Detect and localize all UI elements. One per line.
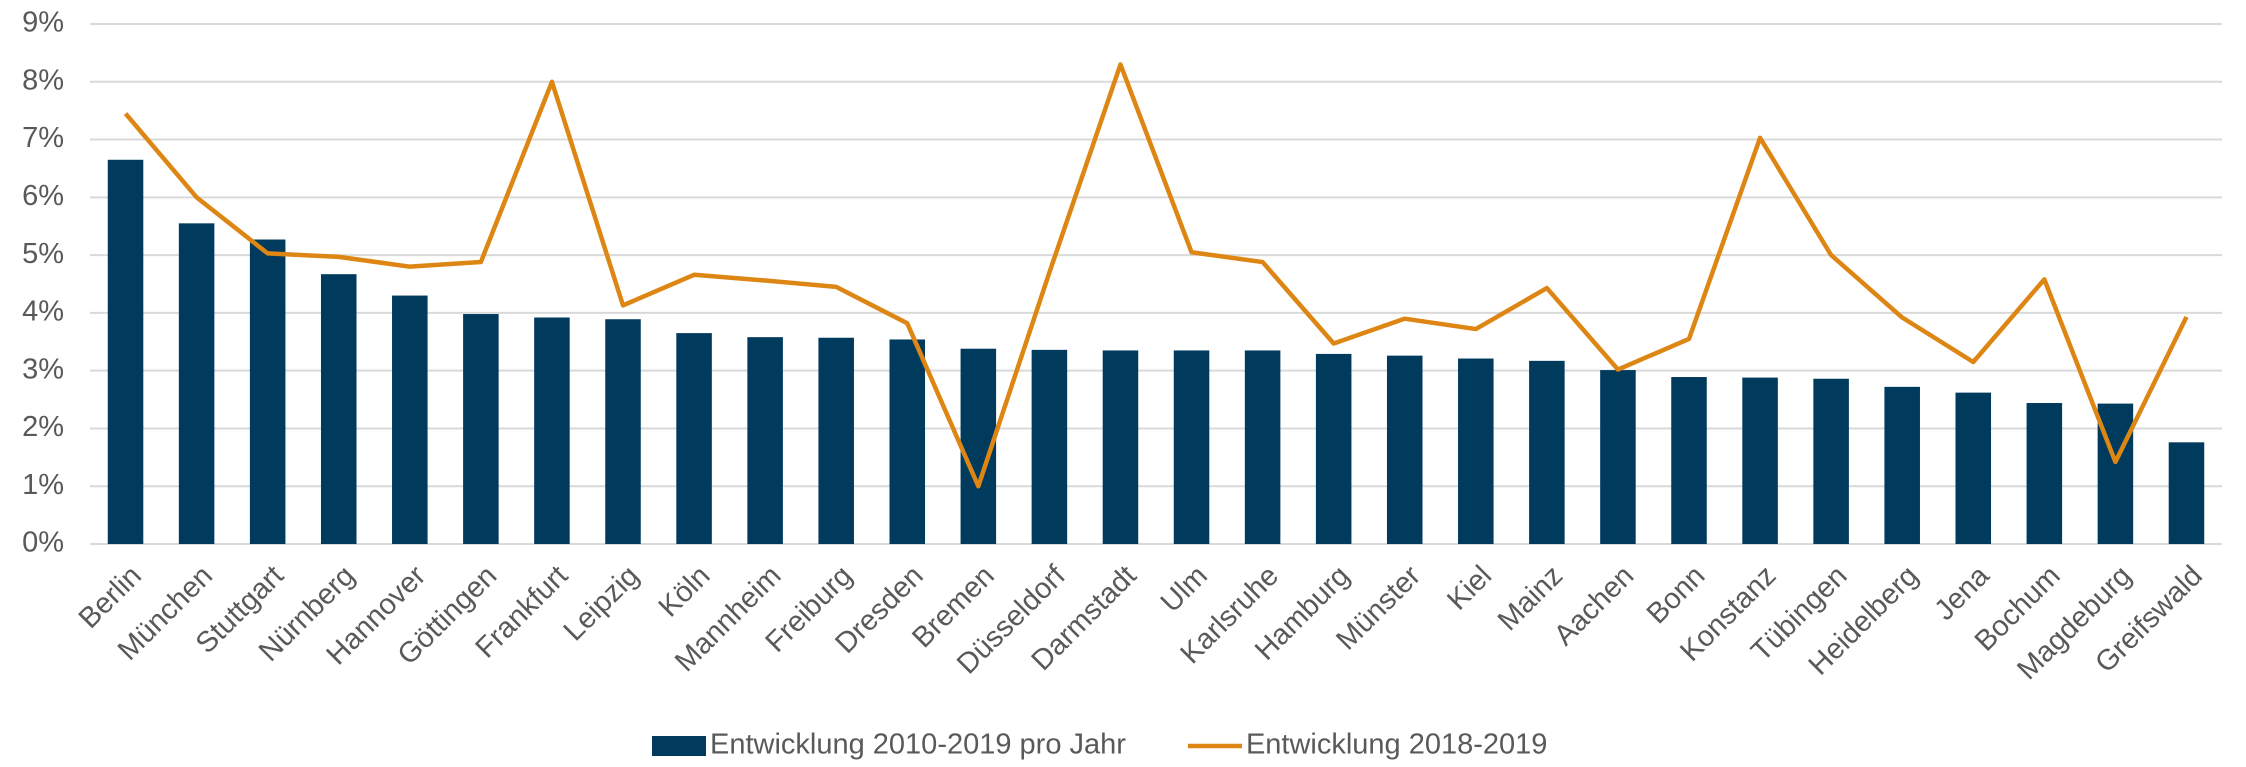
bar (1102, 350, 1139, 544)
y-tick-label: 8% (22, 64, 64, 96)
bar (463, 314, 499, 544)
legend-label: Entwicklung 2018-2019 (1246, 729, 1547, 761)
bar (178, 223, 215, 545)
bar (1386, 355, 1423, 544)
bar (2026, 403, 2063, 544)
bar (1458, 358, 1494, 544)
y-tick-label: 9% (22, 7, 64, 39)
bar (1813, 378, 1849, 544)
bar (392, 295, 428, 544)
y-tick-label: 4% (22, 296, 64, 328)
y-tick-label: 3% (22, 353, 64, 385)
legend-label: Entwicklung 2010-2019 pro Jahr (710, 729, 1126, 761)
y-tick-label: 2% (22, 411, 64, 443)
x-tick-label: Ulm (1155, 560, 1214, 619)
bar (1600, 370, 1636, 544)
bar (747, 337, 783, 544)
bar (1315, 353, 1352, 544)
x-tick-label: Kiel (1441, 560, 1498, 617)
bar (1884, 386, 1920, 544)
bar (2168, 442, 2205, 544)
bar (1031, 349, 1068, 544)
bar (818, 337, 854, 544)
bar (1244, 350, 1281, 544)
y-tick-label: 0% (22, 527, 64, 559)
bar (1742, 377, 1778, 544)
bar (249, 239, 286, 544)
x-tick-label: Aachen (1548, 560, 1640, 652)
y-tick-label: 7% (22, 122, 64, 154)
x-tick-label: Leipzig (558, 560, 646, 648)
bar (605, 319, 641, 544)
y-tick-label: 6% (22, 180, 64, 212)
x-tick-label: Köln (653, 560, 717, 624)
bar (676, 333, 712, 544)
bar (1955, 392, 1992, 544)
bar (1529, 360, 1565, 544)
y-tick-label: 1% (22, 469, 64, 501)
bar (320, 274, 357, 544)
line (123, 62, 2189, 489)
bar (1671, 377, 1707, 544)
bar (107, 159, 144, 544)
bar (889, 339, 926, 544)
y-tick-label: 5% (22, 238, 64, 270)
legend-swatch (652, 736, 706, 756)
bar (534, 317, 570, 544)
bar (1173, 350, 1210, 544)
